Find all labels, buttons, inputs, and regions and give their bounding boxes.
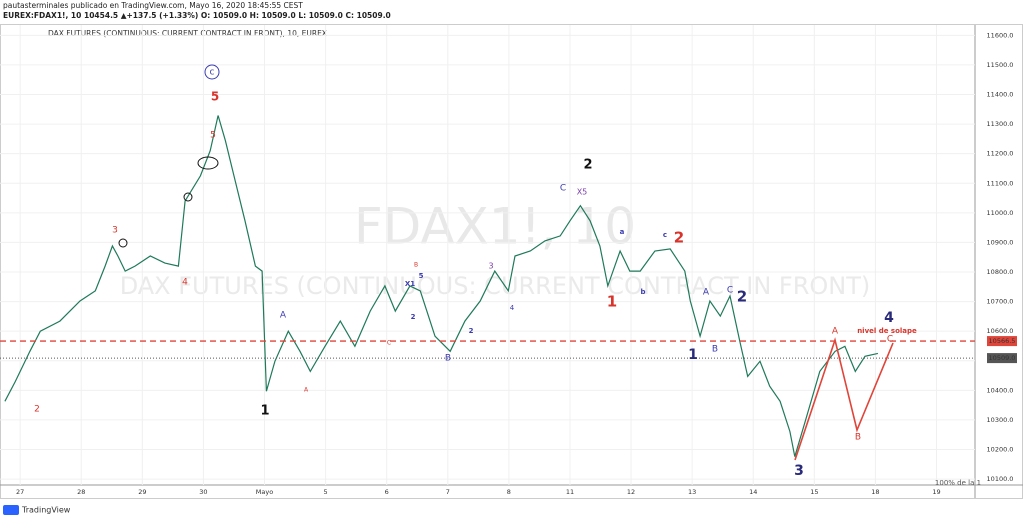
wave-label: 4 <box>884 310 894 326</box>
x-tick-label: 29 <box>138 488 146 496</box>
y-tick-label: 10200.0 <box>987 446 1014 454</box>
y-tick-label: 11600.0 <box>987 31 1014 39</box>
y-tick-label: 11500.0 <box>987 61 1014 69</box>
highlight-ellipse <box>118 238 128 248</box>
x-tick-label: 5 <box>324 488 328 496</box>
wave-label: B <box>855 433 861 443</box>
x-tick-label: 15 <box>810 488 818 496</box>
wave-label: A <box>703 288 710 298</box>
wave-label: b <box>640 288 645 296</box>
y-tick-label: 11200.0 <box>987 150 1014 158</box>
chart-frame <box>0 24 1023 499</box>
wave-label: 3 <box>488 262 493 271</box>
y-tick-label: 10300.0 <box>987 416 1014 424</box>
brand-name: TradingView <box>21 506 71 515</box>
symbol-line: EUREX:FDAX1!, 10 10454.5 ▲+137.5 (+1.33%… <box>3 11 391 20</box>
wave-label: c <box>210 68 215 78</box>
wave-label: 1 <box>688 347 698 363</box>
wave-label: B <box>414 262 418 269</box>
highlight-ellipse <box>197 156 219 170</box>
y-tick-label: 11000.0 <box>987 209 1014 217</box>
y-tick-label: 10900.0 <box>987 238 1014 246</box>
wave-label: X5 <box>577 188 588 197</box>
y-tick-label: 11300.0 <box>987 120 1014 128</box>
x-tick-label: 30 <box>199 488 207 496</box>
published-line: pautasterminales publicado en TradingVie… <box>3 1 303 10</box>
y-tick-label: 10100.0 <box>987 475 1014 483</box>
wave-label: nivel de solape <box>857 327 917 335</box>
y-tick-label: 10800.0 <box>987 268 1014 276</box>
wave-label: 3 <box>112 226 118 236</box>
price-label: 10566.5 <box>989 337 1016 345</box>
wave-label: 2 <box>674 229 684 247</box>
wave-drawing <box>794 337 894 461</box>
price-label-box <box>987 353 1017 364</box>
plot <box>0 115 975 457</box>
wave-label: 5 <box>211 90 219 104</box>
wave-label: B <box>712 345 718 355</box>
x-tick-label: 19 <box>932 488 940 496</box>
wave-label: 2 <box>737 288 747 306</box>
wave-label: 2 <box>411 313 416 321</box>
y-tick-label: 11100.0 <box>987 179 1014 187</box>
wave-label: 2 <box>34 405 40 415</box>
x-tick-label: 8 <box>507 488 511 496</box>
wave-label: B <box>445 354 451 364</box>
grid <box>0 25 975 485</box>
wave-label: C <box>560 184 566 194</box>
price-line <box>4 115 879 457</box>
wave-label: A <box>280 311 287 321</box>
wave-label: 100% de la 1 <box>935 479 981 487</box>
price-label-box <box>987 336 1017 347</box>
annotation-circle <box>204 64 220 80</box>
wave-label: C <box>387 340 391 347</box>
y-tick-label: 11400.0 <box>987 91 1014 99</box>
wave-label: 2 <box>469 327 474 335</box>
brand-logo <box>3 505 19 515</box>
watermark-subtitle: DAX FUTURES (CONTINUOUS: CURRENT CONTRAC… <box>120 272 871 300</box>
wave-label: 5 <box>419 272 424 280</box>
wave-label: C <box>727 286 733 296</box>
wave-label: A <box>304 387 309 394</box>
wave-label: 4 <box>182 278 188 288</box>
price-label: 10509.0 <box>989 354 1016 362</box>
x-tick-label: 13 <box>688 488 696 496</box>
highlight-ellipse <box>183 192 193 202</box>
x-tick-label: 11 <box>566 488 574 496</box>
wave-label: 2 <box>583 158 592 173</box>
chart-title: DAX FUTURES (CONTINUOUS: CURRENT CONTRAC… <box>48 29 327 38</box>
wave-label: C <box>887 335 893 345</box>
wave-label: 1 <box>260 404 269 419</box>
x-tick-label: 6 <box>385 488 389 496</box>
wave-label: c <box>663 231 667 239</box>
wave-label: A <box>832 327 839 337</box>
watermark: FDAX1!, 10 <box>354 198 636 256</box>
wave-label: X1 <box>405 280 415 288</box>
y-tick-label: 10400.0 <box>987 386 1014 394</box>
x-tick-label: 14 <box>749 488 757 496</box>
wave-label: 4 <box>510 304 515 312</box>
wave-label: a <box>620 228 625 236</box>
x-tick-label: 18 <box>871 488 879 496</box>
x-tick-label: 28 <box>77 488 85 496</box>
wave-label: 5 <box>210 131 216 141</box>
x-tick-label: 27 <box>16 488 24 496</box>
wave-label: 3 <box>794 463 804 479</box>
x-tick-label: Mayo <box>256 488 273 496</box>
y-tick-label: 10600.0 <box>987 327 1014 335</box>
y-tick-label: 10700.0 <box>987 298 1014 306</box>
x-tick-label: 7 <box>446 488 450 496</box>
wave-label: 1 <box>607 293 617 311</box>
x-tick-label: 12 <box>627 488 635 496</box>
